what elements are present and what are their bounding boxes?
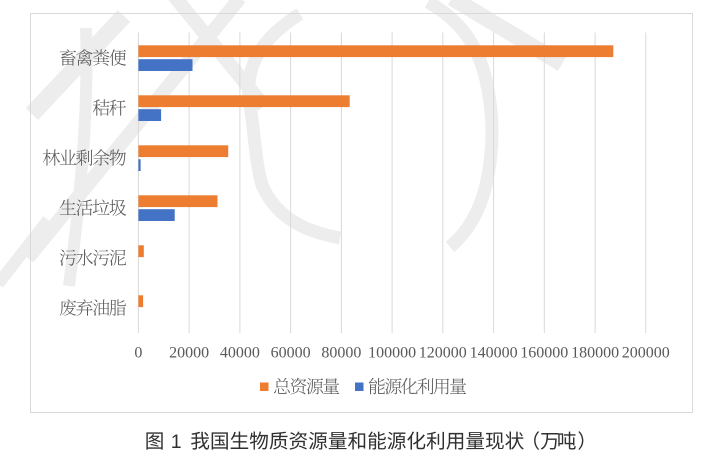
svg-text:80000: 80000	[321, 345, 361, 362]
svg-text:180000: 180000	[571, 345, 619, 362]
svg-text:40000: 40000	[220, 345, 260, 362]
svg-text:120000: 120000	[419, 345, 467, 362]
svg-text:160000: 160000	[520, 345, 568, 362]
svg-text:0: 0	[134, 345, 142, 362]
svg-text:20000: 20000	[169, 345, 209, 362]
svg-text:100000: 100000	[368, 345, 416, 362]
svg-text:60000: 60000	[271, 345, 311, 362]
svg-text:1: 1	[171, 431, 182, 453]
svg-text:200000: 200000	[622, 345, 670, 362]
svg-text:140000: 140000	[470, 345, 518, 362]
